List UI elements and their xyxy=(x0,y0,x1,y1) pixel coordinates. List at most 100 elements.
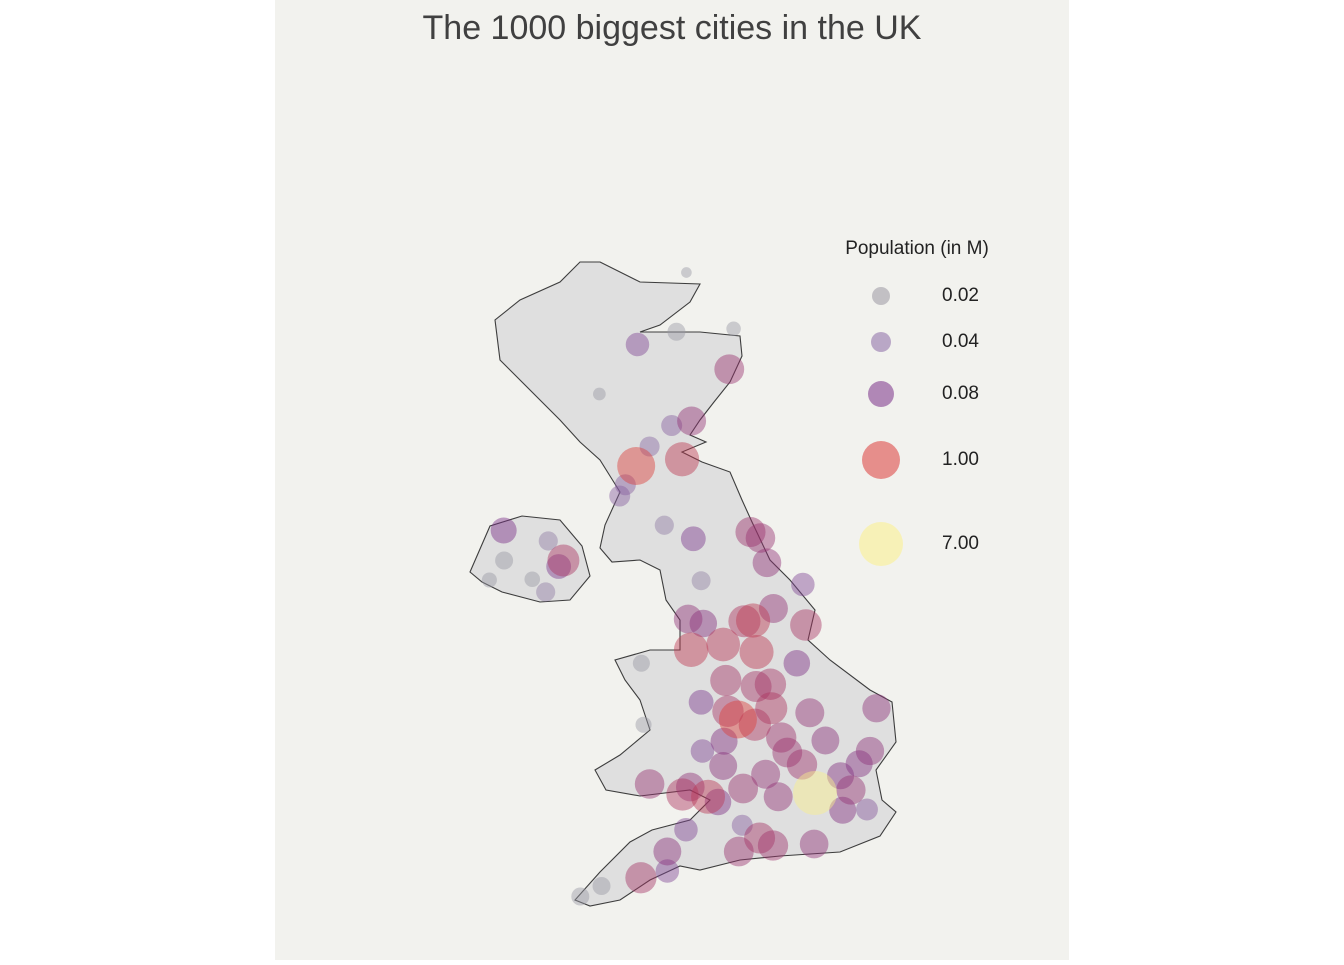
northern-ireland-outline xyxy=(469,515,591,603)
city-bubble xyxy=(495,551,514,570)
city-bubble xyxy=(811,726,840,755)
city-bubble xyxy=(655,859,680,883)
city-bubble xyxy=(786,749,818,780)
city-bubble xyxy=(712,695,744,727)
city-bubble xyxy=(710,727,738,755)
city-bubble xyxy=(795,698,825,728)
legend-key xyxy=(872,287,890,305)
city-bubble xyxy=(706,627,741,662)
city-bubble xyxy=(766,722,797,753)
chart-title: The 1000 biggest cities in the UK xyxy=(423,9,922,47)
city-bubble xyxy=(654,515,674,535)
city-bubble xyxy=(667,322,686,341)
city-bubble xyxy=(524,571,541,588)
city-bubble xyxy=(738,708,771,741)
city-bubble xyxy=(547,544,580,577)
legend-key xyxy=(862,441,900,479)
city-bubble xyxy=(704,788,732,816)
city-bubble xyxy=(745,523,776,553)
city-bubble xyxy=(772,737,803,768)
city-bubble xyxy=(751,759,781,789)
city-bubble xyxy=(709,752,738,780)
city-bubble xyxy=(481,572,497,588)
city-bubble xyxy=(731,814,753,836)
city-bubble xyxy=(723,836,754,867)
city-bubble xyxy=(752,548,782,578)
city-bubble xyxy=(739,634,774,670)
city-bubble xyxy=(661,414,683,437)
city-bubble xyxy=(653,837,682,866)
city-bubble xyxy=(783,649,811,677)
city-bubble xyxy=(855,736,885,766)
city-bubble xyxy=(757,830,789,861)
city-bubble xyxy=(690,739,715,763)
city-bubble xyxy=(728,773,759,804)
legend-label: 1.00 xyxy=(942,449,979,470)
legend: 0.02 0.04 0.08 1.00 7.00 xyxy=(859,285,979,566)
city-bubble xyxy=(688,689,714,715)
city-bubble xyxy=(571,887,590,906)
city-bubble xyxy=(666,778,699,811)
city-bubble xyxy=(634,769,665,799)
city-bubble xyxy=(691,779,726,814)
legend-key xyxy=(871,332,891,352)
city-bubble xyxy=(593,387,606,401)
city-bubble xyxy=(718,700,757,739)
city-bubble xyxy=(827,762,855,790)
city-bubble xyxy=(735,516,766,548)
city-bubble xyxy=(635,716,652,733)
city-bubble xyxy=(677,406,707,436)
city-bubble xyxy=(755,692,788,725)
city-bubble xyxy=(689,609,718,638)
city-bubble xyxy=(836,775,866,805)
city-bubble xyxy=(735,603,771,638)
city-bubble xyxy=(728,605,761,638)
city-bubble xyxy=(674,817,698,842)
city-bubble xyxy=(845,750,873,778)
city-bubble xyxy=(862,694,891,723)
city-bubble xyxy=(758,594,788,623)
legend-key xyxy=(859,522,903,566)
city-bubble xyxy=(609,485,631,507)
legend-label: 7.00 xyxy=(942,533,979,554)
legend-label: 0.04 xyxy=(942,331,979,352)
city-bubble xyxy=(680,526,706,552)
city-bubble xyxy=(855,798,878,821)
city-bubble xyxy=(790,609,822,641)
bubble-layer xyxy=(481,267,891,906)
city-bubble xyxy=(710,664,742,697)
city-bubble xyxy=(592,877,611,895)
city-bubble xyxy=(691,571,711,591)
legend-key xyxy=(868,381,894,407)
city-bubble xyxy=(791,572,815,597)
city-bubble xyxy=(675,772,705,802)
city-bubble xyxy=(799,829,829,859)
city-bubble xyxy=(625,332,650,357)
legend-title: Population (in M) xyxy=(845,238,989,259)
city-bubble xyxy=(740,670,772,703)
city-bubble xyxy=(625,862,657,894)
city-bubble xyxy=(763,782,793,812)
city-bubble xyxy=(714,354,745,385)
city-bubble xyxy=(664,442,700,477)
city-bubble xyxy=(538,531,558,551)
city-bubble xyxy=(673,632,709,667)
city-bubble xyxy=(490,517,517,544)
city-bubble xyxy=(639,436,660,457)
city-bubble xyxy=(536,582,556,602)
city-bubble xyxy=(829,796,857,824)
city-bubble xyxy=(673,604,703,634)
city-bubble xyxy=(632,654,650,672)
great-britain-outline xyxy=(494,261,897,907)
legend-label: 0.02 xyxy=(942,285,979,306)
city-bubble xyxy=(617,447,656,485)
city-bubble xyxy=(546,554,572,579)
city-bubble xyxy=(754,668,787,700)
legend-label: 0.08 xyxy=(942,383,979,404)
city-bubble xyxy=(744,822,776,854)
city-bubble xyxy=(726,321,741,337)
city-bubble xyxy=(614,474,636,496)
city-bubble xyxy=(681,267,692,278)
